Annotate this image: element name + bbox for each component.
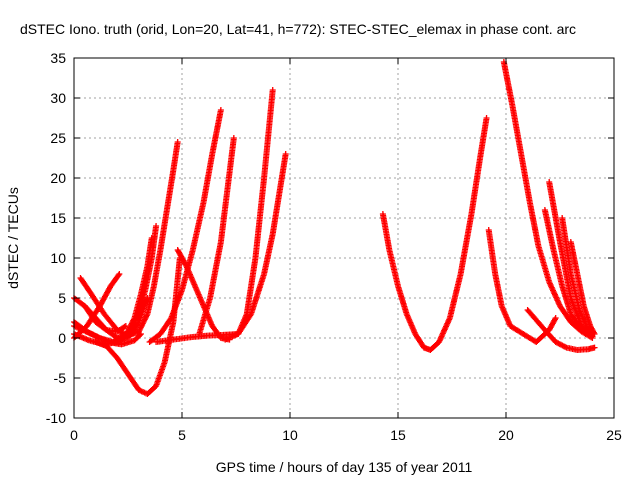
x-tick-label: 0 [70,427,78,443]
data-point [122,323,129,329]
series-19 [559,215,596,337]
x-tick-label: 10 [282,427,298,443]
data-point [230,135,237,141]
data-point [247,312,254,319]
series-7 [92,255,183,397]
x-tick-label: 25 [606,427,622,443]
data-point [552,315,559,321]
series-0 [77,139,181,339]
y-tick-label: -10 [46,410,66,426]
data-point [182,261,189,268]
y-tick-label: 10 [50,250,66,266]
data-point [269,87,276,93]
data-point [174,139,181,145]
data-point [137,331,144,337]
data-point [282,151,289,157]
series-11 [153,87,276,345]
y-tick-label: 5 [58,290,66,306]
series-20 [567,239,598,337]
x-tick-label: 15 [390,427,406,443]
data-point [144,295,151,301]
data-point [483,115,490,121]
data-point [217,107,224,113]
y-axis-label: dSTEC / TECUs [5,187,21,289]
data-point [116,271,123,277]
series-8 [146,107,224,345]
x-tick-label: 20 [498,427,514,443]
series-13 [379,115,490,353]
series-15 [485,227,559,345]
y-tick-label: 15 [50,210,66,226]
data-point [551,316,558,323]
plot-frame [73,57,615,419]
series-17 [546,179,596,340]
data-point [591,344,598,351]
data-point [121,323,128,330]
data-point [153,223,160,229]
x-axis-label: GPS time / hours of day 135 of year 2011 [216,459,473,475]
series-10 [196,135,237,337]
data-point [102,326,109,333]
data-point [135,320,142,327]
x-tick-label: 5 [178,427,186,443]
y-tick-label: 25 [50,130,66,146]
chart-title: dSTEC Iono. truth (orid, Lon=20, Lat=41,… [20,21,576,37]
series-12 [222,151,289,343]
data-point [148,235,155,241]
y-tick-label: 0 [58,330,66,346]
series-18 [524,307,598,353]
series-6 [81,303,129,335]
axis-ticks: 0 5 10 15 20 25 -10 -5 0 5 10 15 20 25 30 35 [46,50,622,443]
data-point [590,329,597,336]
data-point [115,272,122,279]
data-point [136,332,143,339]
y-tick-label: 20 [50,170,66,186]
y-tick-label: -5 [54,370,67,386]
y-tick-label: 35 [50,50,66,66]
data-series [71,59,598,397]
y-tick-label: 30 [50,90,66,106]
data-point [591,331,598,337]
